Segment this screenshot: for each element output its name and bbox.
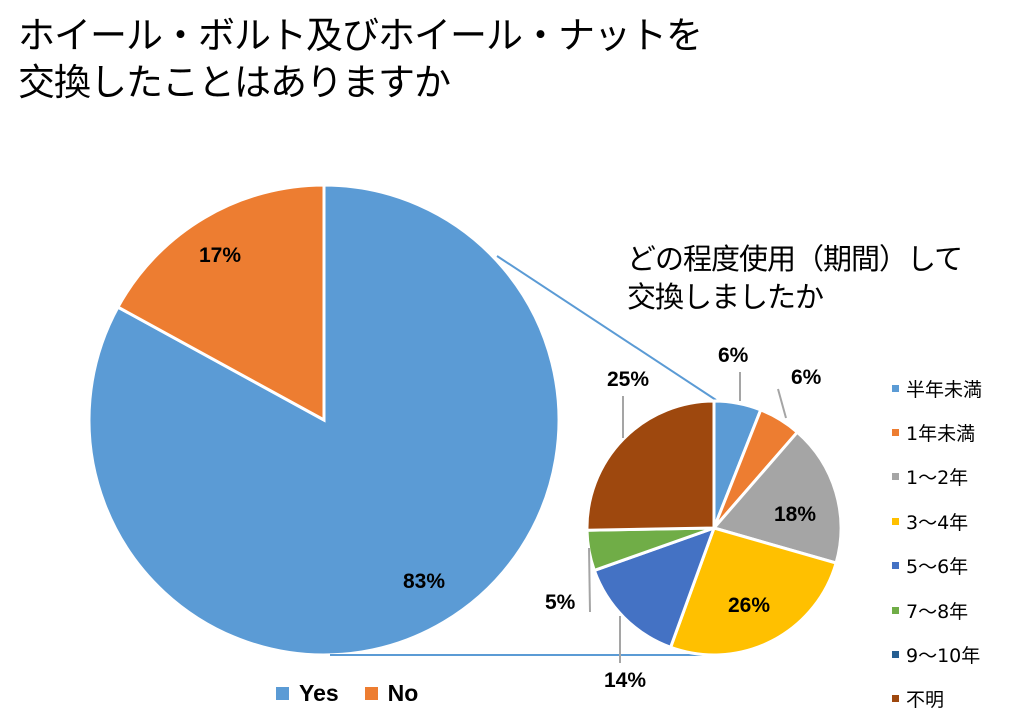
slice-unknown[interactable] xyxy=(585,399,716,532)
legend-swatch xyxy=(892,606,899,614)
legend-item-7-8y[interactable]: 7～8年 xyxy=(892,588,982,632)
legend-item-5-6y[interactable]: 5～6年 xyxy=(892,544,982,588)
legend-swatch xyxy=(892,651,899,659)
subchart-title-line-2: 交換しましたか xyxy=(627,280,824,314)
slice-5-6y[interactable] xyxy=(592,525,717,650)
slice-1-2y[interactable] xyxy=(711,430,843,565)
connector-top xyxy=(496,255,717,401)
subchart-title: どの程度使用（期間）して 交換しましたか xyxy=(627,240,963,316)
legend-label: No xyxy=(387,680,419,706)
label-no: 17% xyxy=(199,244,241,267)
legend-item-unknown[interactable]: 不明 xyxy=(892,677,982,721)
legend-swatch xyxy=(892,695,899,703)
label-1-2y: 18% xyxy=(774,503,816,526)
legend-swatch xyxy=(892,562,899,570)
legend-swatch xyxy=(892,429,899,437)
legend-label: 5～6年 xyxy=(906,556,969,579)
main-pie xyxy=(87,183,561,657)
legend-swatch xyxy=(892,384,899,392)
legend-item-under-1y[interactable]: 1年未満 xyxy=(892,410,982,454)
legend-item-half-year[interactable]: 半年未満 xyxy=(892,366,982,410)
legend-item-1-2y[interactable]: 1～2年 xyxy=(892,455,982,499)
label-under-1y: 6% xyxy=(791,366,822,389)
chart-title-line-1: ホイール・ボルト及びホイール・ナットを xyxy=(18,14,703,57)
slice-3-4y[interactable] xyxy=(668,526,838,657)
legend-item-yes[interactable]: Yes xyxy=(276,680,339,707)
legend-label: 7～8年 xyxy=(906,600,969,623)
label-unknown: 25% xyxy=(607,368,649,391)
leader-lines xyxy=(588,372,787,663)
label-yes: 83% xyxy=(403,570,445,593)
legend-swatch xyxy=(276,687,289,700)
legend-item-3-4y[interactable]: 3～4年 xyxy=(892,499,982,543)
chart-title-line-2: 交換したことはありますか xyxy=(18,61,451,104)
subchart-title-line-1: どの程度使用（期間）して xyxy=(627,242,963,276)
label-half-year: 6% xyxy=(718,344,749,367)
legend-label: 9～10年 xyxy=(906,645,981,668)
slice-no[interactable] xyxy=(115,183,326,423)
label-7-8y: 5% xyxy=(545,591,576,614)
sub-legend: 半年未満 1年未満 1～2年 3～4年 5～6年 7～8年 9～10年 不明 xyxy=(892,366,982,721)
sub-pie xyxy=(585,399,843,657)
legend-label: 1年未満 xyxy=(906,423,976,446)
legend-label: 不明 xyxy=(906,689,945,712)
legend-label: Yes xyxy=(299,680,339,706)
legend-item-no[interactable]: No xyxy=(364,680,419,707)
legend-item-9-10y[interactable]: 9～10年 xyxy=(892,632,982,676)
legend-swatch xyxy=(892,517,899,525)
legend-swatch xyxy=(364,687,378,700)
main-legend: Yes No xyxy=(276,680,444,707)
label-5-6y: 14% xyxy=(604,669,646,692)
legend-swatch xyxy=(892,473,899,481)
legend-label: 3～4年 xyxy=(906,511,969,534)
legend-label: 半年未満 xyxy=(906,378,983,401)
label-3-4y: 26% xyxy=(728,594,770,617)
chart-title: ホイール・ボルト及びホイール・ナットを 交換したことはありますか xyxy=(18,12,703,106)
legend-label: 1～2年 xyxy=(906,467,969,490)
